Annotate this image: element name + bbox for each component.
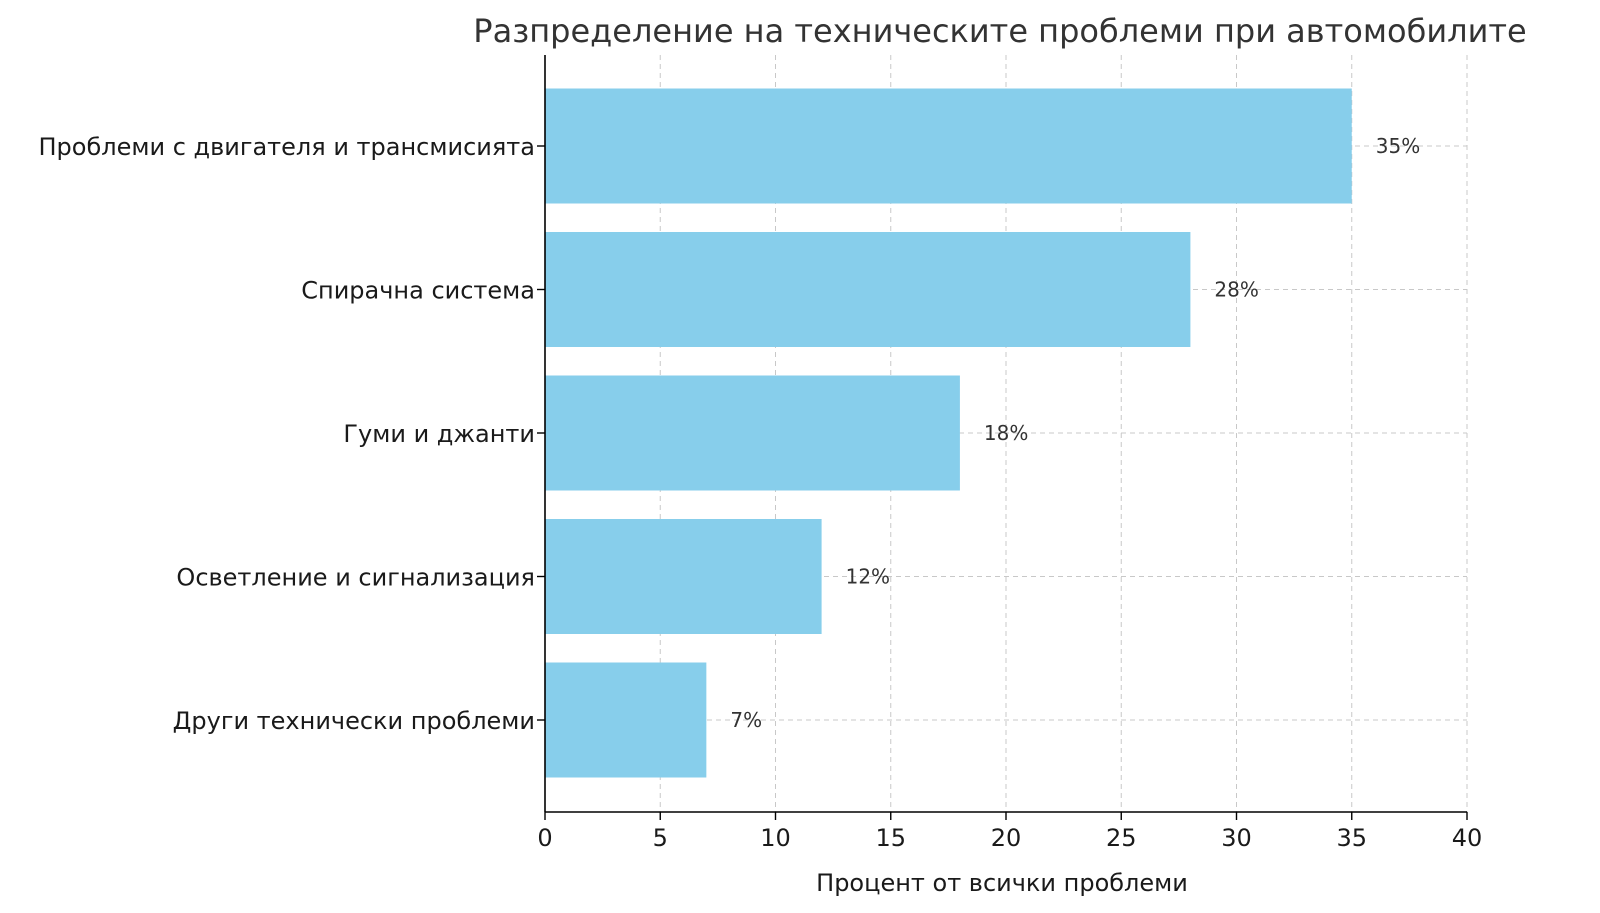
bar-layer: 35% 28% 18% 12% 7% — [545, 88, 1420, 778]
x-tick-label: 30 — [1221, 824, 1252, 852]
x-tick-label: 25 — [1106, 824, 1137, 852]
bar — [545, 519, 822, 634]
x-tick-label: 5 — [653, 824, 668, 852]
y-category-label: Други технически проблеми — [173, 707, 535, 735]
y-category-label: Осветление и сигнализация — [176, 564, 535, 592]
y-category-label: Гуми и джанти — [343, 420, 535, 448]
x-tick-label: 20 — [991, 824, 1022, 852]
bar-value-label: 35% — [1376, 134, 1420, 158]
bar — [545, 232, 1191, 347]
bar — [545, 375, 960, 491]
chart-title: Разпределение на техническите проблеми п… — [473, 12, 1526, 50]
x-tick-label: 10 — [760, 824, 791, 852]
x-tick-label: 40 — [1452, 824, 1483, 852]
x-tick-label: 15 — [875, 824, 906, 852]
x-tick-label: 35 — [1336, 824, 1367, 852]
bar — [545, 662, 707, 778]
x-tick-label: 0 — [537, 824, 552, 852]
bar-value-label: 12% — [846, 565, 890, 589]
bar — [545, 88, 1352, 204]
bar-value-label: 18% — [984, 421, 1028, 445]
bar-value-label: 28% — [1214, 278, 1258, 302]
y-category-label: Проблеми с двигателя и трансмисията — [39, 133, 536, 161]
axis-layer: 0 5 10 15 20 25 30 35 40 Проблеми с двигателя и т… — [39, 55, 1483, 852]
y-category-label: Спирачна система — [301, 277, 535, 305]
bar-value-label: 7% — [730, 708, 762, 732]
x-axis-title: Процент от всички проблеми — [816, 869, 1188, 897]
